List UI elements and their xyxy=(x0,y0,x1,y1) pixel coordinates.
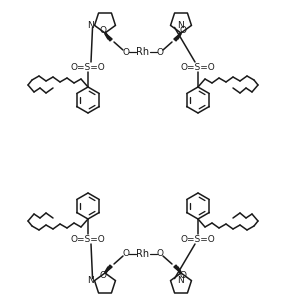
Text: O=S=O: O=S=O xyxy=(71,234,105,244)
Polygon shape xyxy=(105,33,112,41)
Text: Rh: Rh xyxy=(136,47,150,57)
Polygon shape xyxy=(174,33,181,41)
Text: O=S=O: O=S=O xyxy=(181,234,215,244)
Text: O: O xyxy=(180,25,186,35)
Text: N: N xyxy=(177,276,184,285)
Text: O=S=O: O=S=O xyxy=(71,62,105,72)
Text: N: N xyxy=(177,21,184,30)
Text: N: N xyxy=(87,276,94,285)
Text: Rh: Rh xyxy=(136,249,150,259)
Text: N: N xyxy=(87,21,94,30)
Text: O: O xyxy=(180,271,186,281)
Polygon shape xyxy=(105,265,112,273)
Text: O: O xyxy=(156,47,164,57)
Text: O: O xyxy=(100,271,106,281)
Text: O: O xyxy=(156,249,164,259)
Text: O: O xyxy=(122,47,130,57)
Text: O: O xyxy=(100,25,106,35)
Polygon shape xyxy=(174,265,181,273)
Text: O=S=O: O=S=O xyxy=(181,62,215,72)
Text: O: O xyxy=(122,249,130,259)
